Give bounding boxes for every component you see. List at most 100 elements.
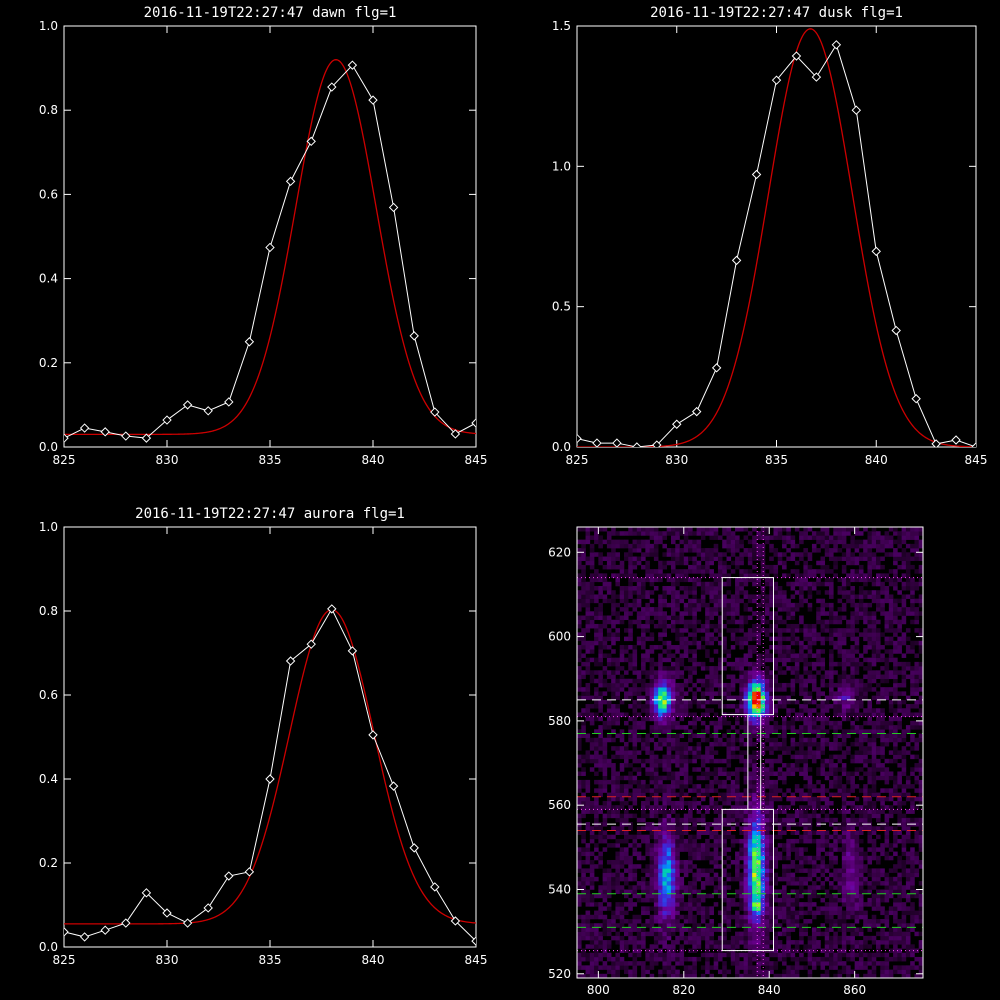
heatmap-cell: [658, 859, 663, 865]
heatmap-cell: [735, 822, 740, 827]
heatmap-cell: [649, 548, 655, 553]
heatmap-cell: [846, 712, 851, 717]
heatmap-cell: [794, 961, 800, 966]
heatmap-cell: [756, 661, 761, 667]
heatmap-cell: [623, 931, 629, 937]
heatmap-cell: [782, 961, 787, 966]
heatmap-cell: [606, 716, 612, 722]
heatmap-cell: [619, 598, 625, 604]
heatmap-cell: [623, 851, 629, 857]
heatmap-cell: [598, 851, 603, 857]
heatmap-cell: [752, 843, 757, 848]
heatmap-cell: [594, 940, 599, 945]
heatmap-cell: [713, 729, 719, 734]
heatmap-cell: [670, 817, 676, 823]
heatmap-cell: [688, 881, 693, 886]
heatmap-cell: [841, 682, 847, 688]
heatmap-cell: [641, 611, 646, 616]
heatmap-cell: [709, 843, 714, 848]
heatmap-cell: [722, 851, 727, 857]
heatmap-cell: [683, 573, 689, 578]
heatmap-cell: [577, 826, 582, 831]
heatmap-cell: [632, 851, 638, 857]
heatmap-cell: [786, 573, 791, 578]
heatmap-cell: [773, 725, 779, 730]
heatmap-cell: [670, 784, 676, 789]
heatmap-cell: [782, 535, 787, 540]
heatmap-cell: [837, 868, 843, 873]
heatmap-cell: [807, 640, 813, 646]
heatmap-cell: [623, 830, 629, 835]
heatmap-cell: [675, 843, 680, 848]
heatmap-cell: [662, 720, 667, 726]
heatmap-cell: [662, 817, 667, 823]
heatmap-cell: [649, 885, 655, 890]
heatmap-cell: [722, 935, 727, 941]
data-point: [831, 40, 842, 50]
heatmap-cell: [623, 645, 629, 650]
heatmap-cell: [837, 699, 843, 705]
heatmap-cell: [820, 602, 826, 608]
heatmap-cell: [764, 796, 770, 802]
heatmap-cell: [688, 859, 693, 865]
heatmap-cell: [811, 661, 817, 667]
heatmap-cell: [692, 843, 697, 848]
heatmap-cell: [623, 636, 629, 642]
heatmap-cell: [816, 956, 821, 962]
heatmap-cell: [794, 889, 800, 894]
heatmap-cell: [752, 973, 757, 979]
heatmap-cell: [594, 598, 599, 604]
plot-area: [64, 604, 476, 946]
heatmap-cell: [794, 809, 800, 814]
heatmap-cell: [820, 661, 826, 667]
heatmap-cell: [632, 657, 638, 663]
heatmap-cell: [636, 619, 642, 625]
heatmap-cell: [730, 594, 736, 599]
heatmap-cell: [841, 935, 847, 941]
line-chart-0: 825 830 835 840 8450.00.20.40.60.81.02016-11…: [39, 5, 488, 467]
heatmap-cell: [623, 893, 629, 899]
heatmap-cell: [726, 619, 732, 625]
heatmap-cell: [700, 581, 706, 587]
heatmap-cell: [598, 653, 603, 658]
heatmap-cell: [764, 598, 770, 604]
heatmap-cell: [722, 914, 727, 920]
heatmap-cell: [841, 838, 847, 844]
heatmap-cell: [577, 674, 582, 680]
y-tick-label: 0.0: [39, 440, 58, 454]
heatmap-cell: [726, 952, 732, 958]
heatmap-cell: [764, 649, 770, 654]
heatmap-cell: [803, 758, 808, 764]
heatmap-cell: [705, 628, 710, 633]
heatmap-cell: [777, 826, 783, 831]
heatmap-cell: [846, 661, 851, 667]
heatmap-cell: [777, 944, 783, 949]
heatmap-cell: [760, 619, 766, 625]
heatmap-cell: [769, 969, 774, 975]
heatmap-cell: [735, 527, 740, 532]
heatmap-cell: [594, 956, 599, 962]
heatmap-cell: [735, 923, 740, 928]
heatmap-cell: [632, 876, 638, 882]
heatmap-cell: [705, 792, 710, 798]
heatmap-cell: [641, 670, 646, 675]
heatmap-cell: [653, 956, 659, 962]
heatmap-cell: [585, 661, 591, 667]
heatmap-cell: [756, 876, 761, 882]
heatmap-cell: [841, 543, 847, 549]
heatmap-cell: [688, 657, 693, 663]
heatmap-cell: [666, 758, 672, 764]
heatmap-cell: [777, 556, 783, 562]
heatmap-cell: [645, 611, 650, 616]
heatmap-cell: [794, 897, 800, 903]
heatmap-cell: [786, 611, 791, 616]
heatmap-cell: [829, 602, 834, 608]
heatmap-cell: [653, 826, 659, 831]
heatmap-cell: [675, 695, 680, 701]
heatmap-cell: [794, 855, 800, 861]
heatmap-cell: [662, 767, 667, 772]
heatmap-cell: [577, 881, 582, 886]
heatmap-cell: [585, 611, 591, 616]
heatmap-cell: [662, 809, 667, 814]
heatmap-cell: [700, 569, 706, 574]
